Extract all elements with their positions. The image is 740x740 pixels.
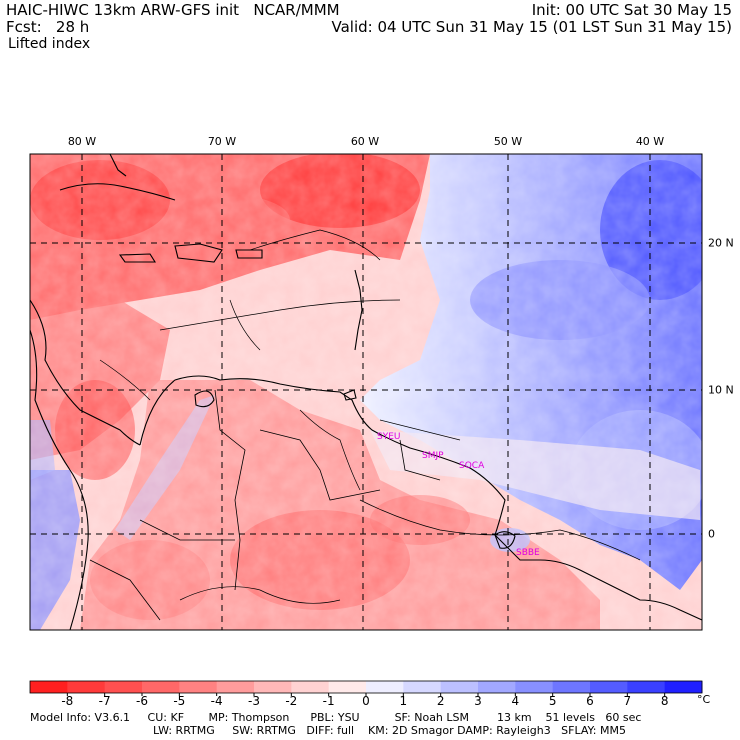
colorbar bbox=[29, 680, 703, 696]
coastlines bbox=[30, 154, 702, 630]
colorbar-swatch bbox=[254, 681, 292, 693]
colorbar-tick-label: -8 bbox=[61, 694, 74, 708]
colorbar-swatch bbox=[664, 681, 703, 693]
lat-label: 20 N bbox=[708, 236, 734, 250]
colorbar-tick-label: -6 bbox=[136, 694, 148, 708]
colorbar-tick-label: 5 bbox=[548, 694, 557, 708]
contours bbox=[99, 229, 641, 604]
colorbar-tick-label: 8 bbox=[660, 694, 669, 708]
colorbar-tick-label: -4 bbox=[210, 694, 223, 708]
colorbar-swatch bbox=[478, 681, 516, 693]
lat-label: 0 bbox=[708, 527, 715, 541]
lon-label: 70 W bbox=[207, 135, 237, 148]
station-label-syeu: SYEU bbox=[377, 432, 401, 442]
lon-label: 40 W bbox=[635, 135, 665, 148]
colorbar-swatch bbox=[590, 681, 628, 693]
colorbar-tick-label: 1 bbox=[399, 694, 408, 708]
colorbar-swatch bbox=[440, 681, 479, 693]
colorbar-tick-label: 4 bbox=[511, 694, 520, 708]
colorbar-unit: °C bbox=[697, 693, 711, 706]
country-borders bbox=[89, 389, 441, 621]
lon-label: 60 W bbox=[350, 135, 380, 148]
colorbar-swatch bbox=[291, 681, 330, 693]
colorbar-swatch bbox=[552, 681, 591, 693]
station-label-soca: SOCA bbox=[459, 461, 485, 471]
init-time: Init: 00 UTC Sat 30 May 15 bbox=[531, 1, 732, 19]
colorbar-tick-label: 3 bbox=[474, 694, 482, 708]
colorbar-tick-label: -7 bbox=[98, 694, 111, 708]
graticule bbox=[30, 154, 702, 630]
colorbar-swatch bbox=[104, 681, 143, 693]
model-title: HAIC-HIWC 13km ARW-GFS init NCAR/MMM bbox=[6, 1, 340, 19]
field-name: Lifted index bbox=[8, 36, 91, 52]
colorbar-tick-label: -3 bbox=[248, 694, 260, 708]
colorbar-tick-label: -2 bbox=[285, 694, 298, 708]
colorbar-swatch bbox=[67, 681, 106, 693]
colorbar-swatch bbox=[30, 681, 68, 693]
colorbar-swatch bbox=[142, 681, 180, 693]
field-shading bbox=[30, 154, 702, 630]
colorbar-swatch bbox=[216, 681, 255, 693]
lon-label: 80 W bbox=[67, 135, 97, 148]
colorbar-tick-label: 6 bbox=[586, 694, 594, 708]
colorbar-swatch bbox=[627, 681, 666, 693]
colorbar-tick-label: -5 bbox=[173, 694, 186, 708]
map-frame bbox=[29, 153, 703, 631]
lat-label: 10 N bbox=[708, 383, 734, 397]
valid-time: Valid: 04 UTC Sun 31 May 15 (01 LST Sun … bbox=[331, 18, 732, 36]
station-label-smjp: SMJP bbox=[422, 451, 444, 461]
colorbar-swatch bbox=[403, 681, 442, 693]
colorbar-tick-label: 2 bbox=[436, 694, 445, 708]
model-info-line1: Model Info: V3.6.1 CU: KF MP: Thompson P… bbox=[30, 711, 642, 724]
model-info-line2: LW: RRTMG SW: RRTMG DIFF: full KM: 2D Sm… bbox=[153, 724, 626, 737]
colorbar-tick-label: 0 bbox=[362, 694, 370, 708]
colorbar-swatch bbox=[366, 681, 404, 693]
station-label-sbbe: SBBE bbox=[516, 548, 540, 558]
lon-label: 50 W bbox=[493, 135, 523, 148]
colorbar-tick-label: 7 bbox=[623, 694, 632, 708]
colorbar-swatch bbox=[328, 681, 367, 693]
colorbar-tick-label: -1 bbox=[322, 694, 335, 708]
forecast-hour: Fcst: 28 h bbox=[6, 18, 90, 36]
colorbar-swatch bbox=[179, 681, 218, 693]
colorbar-swatch bbox=[515, 681, 554, 693]
